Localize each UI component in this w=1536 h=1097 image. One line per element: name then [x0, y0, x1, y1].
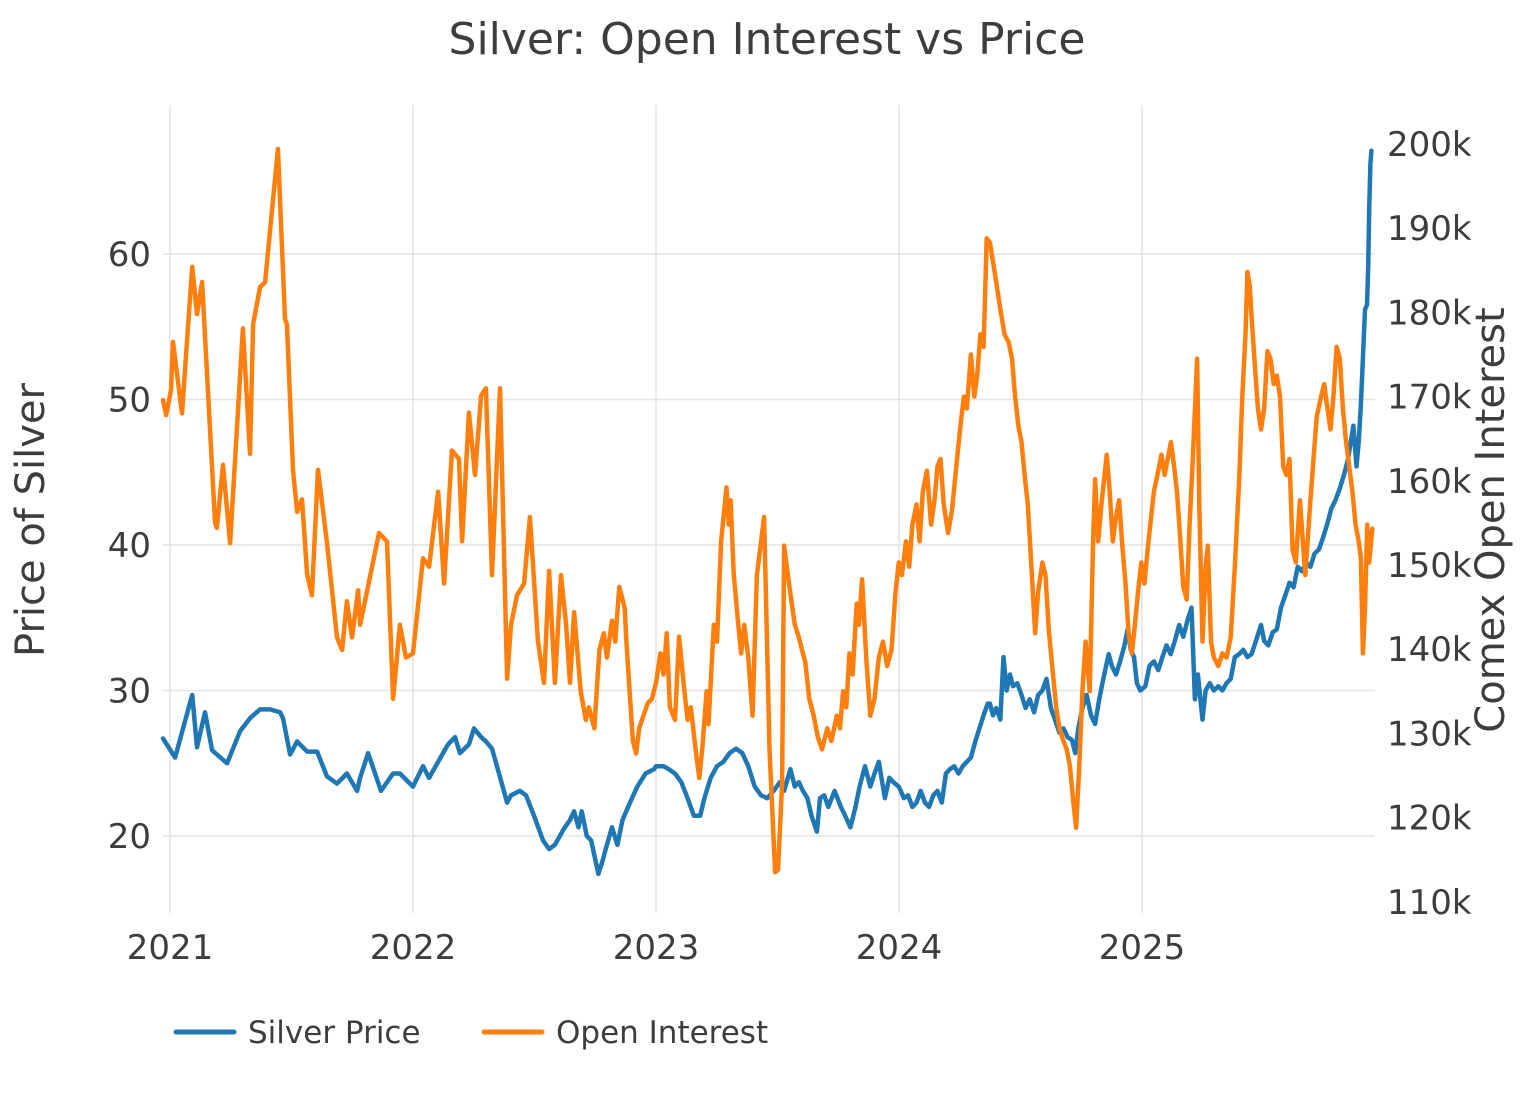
- left-tick-label: 20: [108, 817, 151, 857]
- series-lines: [160, 146, 1375, 877]
- left-axis-title: Price of Silver: [8, 382, 54, 656]
- left-tick-label: 30: [108, 672, 151, 712]
- right-tick-label: 170k: [1387, 378, 1472, 418]
- left-tick-label: 50: [108, 381, 151, 421]
- right-tick-label: 110k: [1387, 883, 1472, 923]
- legend-label-open-interest[interactable]: Open Interest: [556, 1015, 768, 1051]
- gridlines: [163, 105, 1375, 913]
- chart-title: Silver: Open Interest vs Price: [449, 14, 1086, 65]
- x-tick-label: 2022: [370, 928, 457, 968]
- right-tick-label: 150k: [1387, 546, 1472, 586]
- x-tick-label: 2021: [127, 928, 214, 968]
- left-tick-label: 60: [108, 235, 151, 275]
- right-tick-label: 180k: [1387, 293, 1472, 333]
- legend: Silver Price Open Interest: [173, 1015, 768, 1051]
- x-tick-label: 2025: [1099, 928, 1186, 968]
- right-tick-label: 130k: [1387, 714, 1472, 754]
- right-axis-title: Comex Open Interest: [1468, 307, 1514, 732]
- right-tick-label: 160k: [1387, 462, 1472, 502]
- right-tick-label: 190k: [1387, 209, 1472, 249]
- x-tick-label: 2023: [613, 928, 700, 968]
- left-tick-label: 40: [108, 526, 151, 566]
- right-tick-label: 140k: [1387, 630, 1472, 670]
- right-tick-label: 120k: [1387, 799, 1472, 839]
- right-axis-tick-labels: 110k 120k 130k 140k 150k 160k 170k 180k 190k 200k: [1387, 125, 1472, 923]
- right-tick-label: 200k: [1387, 125, 1472, 165]
- open-interest-line[interactable]: [160, 146, 1375, 875]
- x-axis-tick-labels: 2021 2022 2023 2024 2025: [127, 928, 1186, 968]
- x-tick-label: 2024: [856, 928, 943, 968]
- left-axis-tick-labels: 20 30 40 50 60: [108, 235, 151, 857]
- legend-label-silver-price[interactable]: Silver Price: [248, 1015, 421, 1051]
- silver-price-line[interactable]: [160, 148, 1374, 877]
